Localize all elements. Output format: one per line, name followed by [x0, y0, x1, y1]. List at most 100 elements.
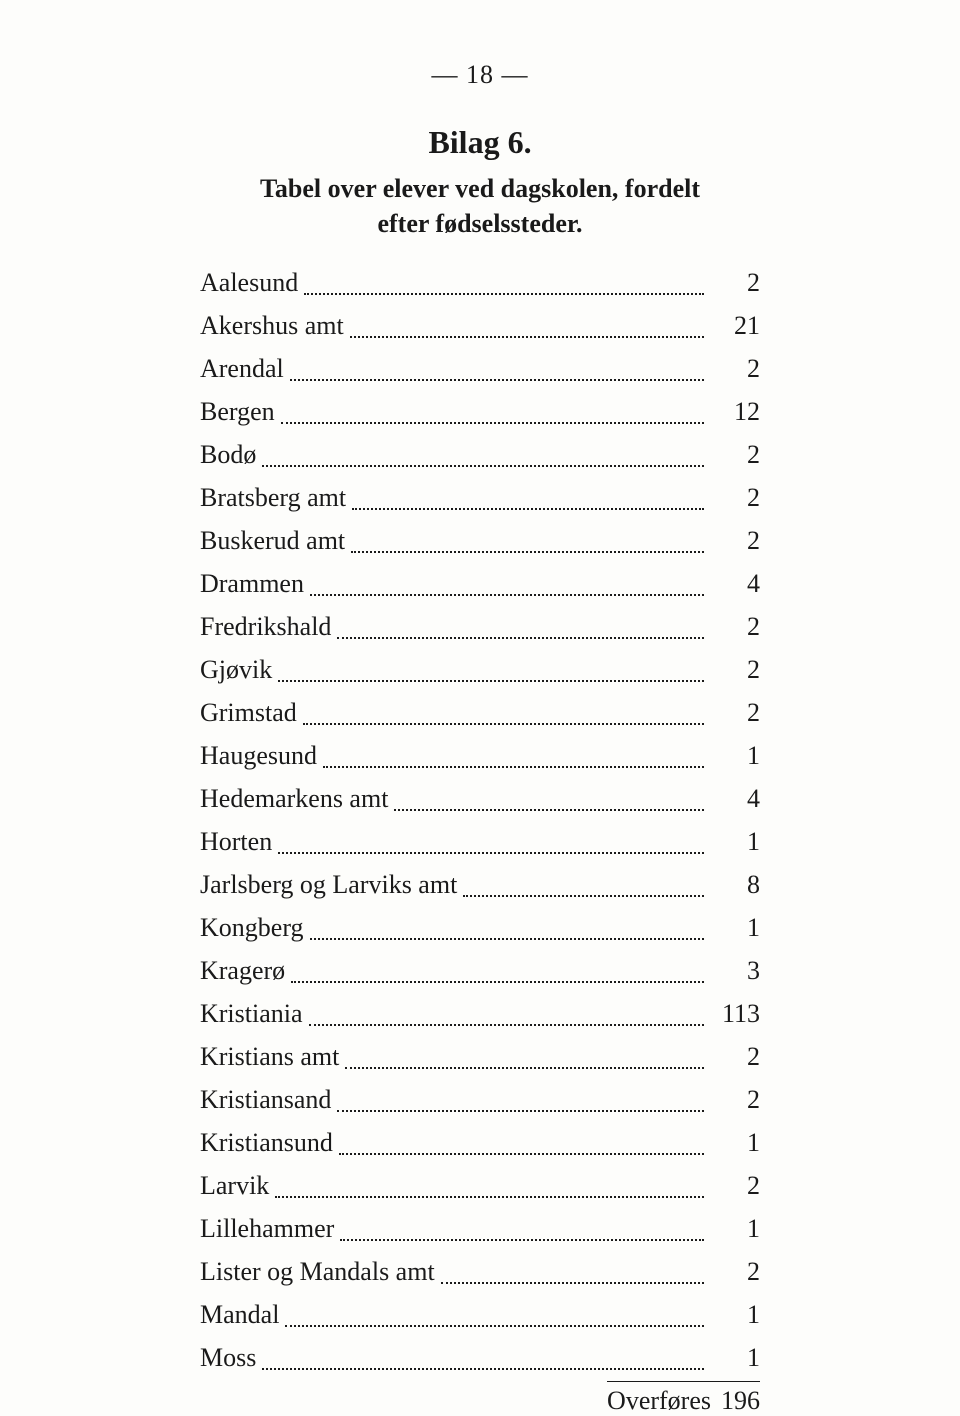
leader-dots [352, 508, 704, 510]
leader-dots [262, 465, 704, 467]
place-label: Hedemarkens amt [200, 779, 388, 818]
table-row: Haugesund1 [200, 736, 760, 775]
table-row: Horten 1 [200, 822, 760, 861]
place-label: Buskerud amt [200, 521, 345, 560]
place-label: Mandal [200, 1295, 279, 1334]
place-value: 1 [710, 908, 760, 947]
place-label: Kragerø [200, 951, 285, 990]
page-number: — 18 — [200, 60, 760, 90]
leader-dots [340, 1239, 704, 1241]
leader-dots [290, 379, 704, 381]
place-value: 2 [710, 1252, 760, 1291]
leader-dots [345, 1067, 704, 1069]
carry-forward-row: Overføres 196 [200, 1381, 760, 1416]
place-value: 1 [710, 1123, 760, 1162]
table-row: Lillehammer 1 [200, 1209, 760, 1248]
birthplace-table: Aalesund2Akershus amt21Arendal2Bergen12B… [200, 263, 760, 1377]
leader-dots [463, 895, 704, 897]
leader-dots [278, 852, 704, 854]
table-row: Kongberg1 [200, 908, 760, 947]
place-label: Arendal [200, 349, 284, 388]
table-row: Bodø2 [200, 435, 760, 474]
place-label: Kristiansund [200, 1123, 333, 1162]
leader-dots [303, 723, 704, 725]
table-row: Kristiansand 2 [200, 1080, 760, 1119]
table-row: Kristiania113 [200, 994, 760, 1033]
place-value: 1 [710, 1295, 760, 1334]
leader-dots [337, 637, 704, 639]
place-label: Akershus amt [200, 306, 344, 345]
place-value: 4 [710, 564, 760, 603]
table-row: Kristiansund 1 [200, 1123, 760, 1162]
table-row: Gjøvik 2 [200, 650, 760, 689]
table-row: Kristians amt2 [200, 1037, 760, 1076]
appendix-title: Bilag 6. [200, 124, 760, 161]
leader-dots [262, 1368, 704, 1370]
place-value: 3 [710, 951, 760, 990]
place-value: 1 [710, 822, 760, 861]
table-row: Drammen 4 [200, 564, 760, 603]
carry-forward-value: 196 [721, 1386, 760, 1416]
place-value: 1 [710, 1209, 760, 1248]
table-row: Lister og Mandals amt 2 [200, 1252, 760, 1291]
place-label: Jarlsberg og Larviks amt [200, 865, 457, 904]
place-value: 2 [710, 1080, 760, 1119]
place-value: 1 [710, 1338, 760, 1377]
leader-dots [281, 422, 704, 424]
leader-dots [310, 938, 704, 940]
table-row: Grimstad 2 [200, 693, 760, 732]
leader-dots [309, 1024, 704, 1026]
place-label: Larvik [200, 1166, 269, 1205]
place-value: 2 [710, 1037, 760, 1076]
appendix-subtitle: Tabel over elever ved dagskolen, fordelt… [200, 171, 760, 241]
table-row: Bratsberg amt 2 [200, 478, 760, 517]
place-label: Bratsberg amt [200, 478, 346, 517]
place-label: Grimstad [200, 693, 297, 732]
leader-dots [304, 293, 704, 295]
table-row: Mandal 1 [200, 1295, 760, 1334]
place-value: 2 [710, 478, 760, 517]
place-value: 2 [710, 1166, 760, 1205]
place-value: 2 [710, 650, 760, 689]
place-label: Kristiansand [200, 1080, 331, 1119]
table-row: Larvik 2 [200, 1166, 760, 1205]
place-label: Moss [200, 1338, 256, 1377]
table-row: Aalesund 2 [200, 263, 760, 302]
table-row: Moss 1 [200, 1338, 760, 1377]
leader-dots [337, 1110, 704, 1112]
place-value: 2 [710, 435, 760, 474]
table-row: Buskerud amt2 [200, 521, 760, 560]
place-value: 2 [710, 263, 760, 302]
place-label: Lister og Mandals amt [200, 1252, 435, 1291]
place-value: 113 [710, 994, 760, 1033]
place-value: 2 [710, 349, 760, 388]
place-value: 2 [710, 607, 760, 646]
table-row: Kragerø 3 [200, 951, 760, 990]
place-value: 2 [710, 693, 760, 732]
place-label: Bergen [200, 392, 275, 431]
subtitle-line-2: efter fødselssteder. [377, 209, 582, 238]
leader-dots [310, 594, 704, 596]
place-label: Horten [200, 822, 272, 861]
subtitle-line-1: Tabel over elever ved dagskolen, fordelt [260, 174, 700, 203]
leader-dots [323, 766, 704, 768]
leader-dots [275, 1196, 704, 1198]
place-label: Aalesund [200, 263, 298, 302]
place-value: 1 [710, 736, 760, 775]
leader-dots [441, 1282, 704, 1284]
leader-dots [291, 981, 704, 983]
place-value: 21 [710, 306, 760, 345]
table-row: Jarlsberg og Larviks amt 8 [200, 865, 760, 904]
place-label: Lillehammer [200, 1209, 334, 1248]
leader-dots [278, 680, 704, 682]
table-row: Bergen12 [200, 392, 760, 431]
table-row: Akershus amt 21 [200, 306, 760, 345]
table-row: Arendal 2 [200, 349, 760, 388]
carry-forward-label: Overføres [607, 1386, 711, 1416]
table-row: Fredrikshald2 [200, 607, 760, 646]
place-value: 8 [710, 865, 760, 904]
place-label: Gjøvik [200, 650, 272, 689]
place-label: Drammen [200, 564, 304, 603]
table-row: Hedemarkens amt 4 [200, 779, 760, 818]
place-value: 4 [710, 779, 760, 818]
